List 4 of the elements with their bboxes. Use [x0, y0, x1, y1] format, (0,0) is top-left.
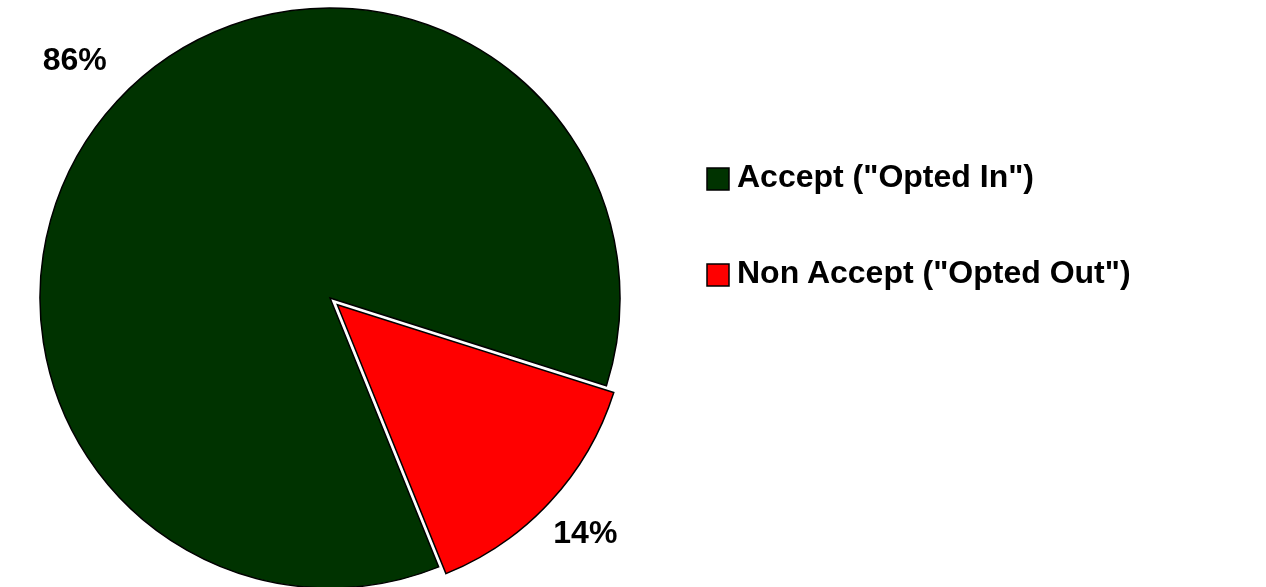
legend-label: Non Accept ("Opted Out") [737, 254, 1131, 291]
data-label: 86% [42, 41, 107, 78]
legend-label: Accept ("Opted In") [737, 158, 1035, 195]
data-label: 14% [553, 513, 618, 550]
